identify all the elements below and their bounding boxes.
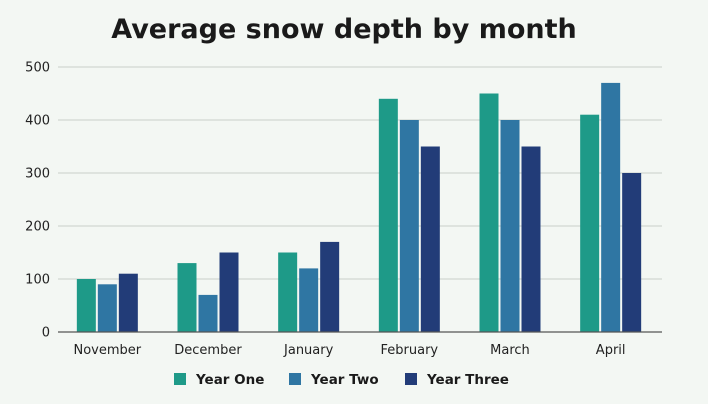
x-tick-label: April [596,343,626,358]
legend-item: Year Two [289,372,379,388]
bar [320,241,340,332]
bar [479,93,499,332]
legend: Year One Year Two Year Three [174,372,509,388]
legend-label: Year Two [310,372,379,388]
bar [299,268,319,332]
bar [622,173,642,332]
y-tick-label: 100 [25,273,50,288]
y-axis-ticks: 0 100 200 300 400 500 [25,61,50,341]
legend-swatch [405,373,417,385]
bar [601,82,621,333]
bar [97,284,117,332]
x-tick-label: November [74,343,142,358]
bar [177,263,197,332]
legend-label: Year One [195,372,264,388]
bar [278,252,298,332]
y-tick-label: 500 [25,61,50,76]
bar [580,114,600,332]
bar [521,146,541,332]
x-tick-label: January [283,343,334,358]
x-axis-ticks: November December January February March Apri… [74,343,626,358]
bar [500,120,520,332]
chart-title: Average snow depth by month [111,14,576,45]
x-tick-label: February [381,343,439,358]
y-tick-label: 300 [25,167,50,182]
bar [399,120,419,332]
bar [198,294,218,332]
bar [76,279,96,332]
legend-swatch [174,373,186,385]
gridlines [58,66,662,280]
bar [219,252,239,332]
bar [378,98,398,332]
legend-label: Year Three [426,372,509,388]
bar [118,273,138,332]
y-tick-label: 200 [25,220,50,235]
bars [76,82,642,333]
y-tick-label: 400 [25,114,50,129]
legend-item: Year One [174,372,264,388]
x-tick-label: December [174,343,242,358]
legend-swatch [289,373,301,385]
y-tick-label: 0 [42,326,50,341]
bar [420,146,440,332]
legend-item: Year Three [405,372,509,388]
x-tick-label: March [490,343,530,358]
